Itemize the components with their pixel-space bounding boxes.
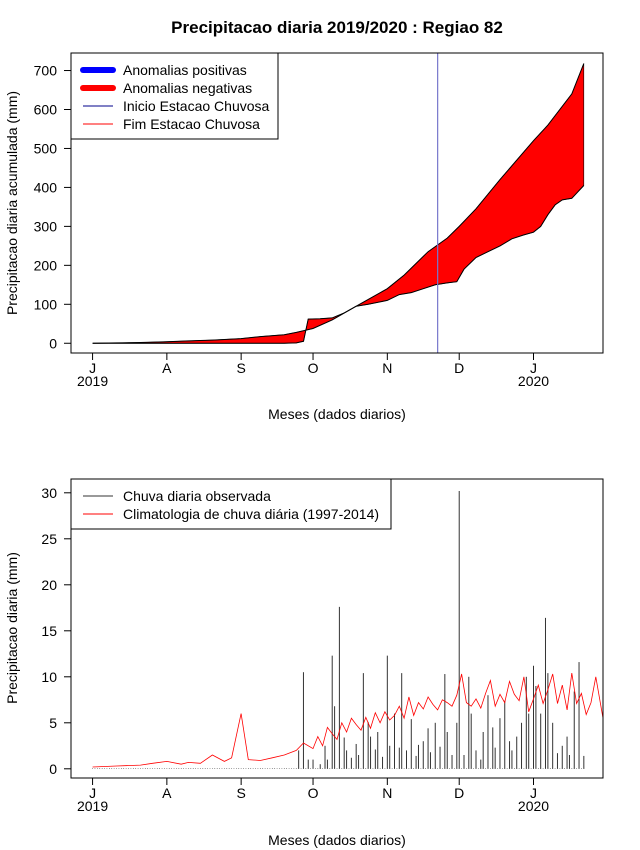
- legend-label-season-start: Inicio Estacao Chuvosa: [123, 98, 270, 114]
- x-tick-label: J: [530, 785, 537, 801]
- y-tick-label: 5: [49, 715, 57, 731]
- x-year-label: 2019: [77, 798, 108, 814]
- legend: Anomalias positivas Anomalias negativas …: [70, 52, 279, 140]
- y-axis-label: Precipitacao diaria (mm): [4, 552, 20, 704]
- x-tick-label: J: [530, 360, 537, 376]
- x-year-label: 2019: [77, 373, 108, 389]
- observed-daily-bars: [92, 490, 585, 769]
- x-year-label: 2020: [518, 373, 549, 389]
- legend-box: [70, 478, 392, 530]
- y-axis: 0 5 10 15 20 25 30: [41, 485, 72, 777]
- y-axis-label: Precipitacao diaria acumulada (mm): [4, 91, 20, 315]
- y-tick-label: 300: [34, 218, 58, 234]
- y-tick-label: 500: [34, 140, 58, 156]
- y-tick-label: 100: [34, 296, 58, 312]
- legend-label-climatology: Climatologia de chuva diária (1997-2014): [123, 506, 379, 522]
- legend-label-negative: Anomalias negativas: [123, 80, 252, 96]
- y-tick-label: 10: [41, 669, 57, 685]
- x-tick-label: J: [89, 360, 96, 376]
- x-tick-label: S: [236, 360, 245, 376]
- x-tick-label: O: [308, 785, 319, 801]
- x-tick-label: J: [89, 785, 96, 801]
- x-tick-label: S: [236, 785, 245, 801]
- observed-cumulative-line: [92, 185, 585, 344]
- y-tick-label: 30: [41, 485, 57, 501]
- legend-label-season-end: Fim Estacao Chuvosa: [123, 116, 260, 132]
- y-tick-label: 0: [49, 335, 57, 351]
- x-tick-label: N: [382, 360, 392, 376]
- x-year-label: 2020: [518, 798, 549, 814]
- y-tick-label: 15: [41, 623, 57, 639]
- y-tick-label: 700: [34, 63, 58, 79]
- y-tick-label: 0: [49, 761, 57, 777]
- x-tick-label: O: [308, 360, 319, 376]
- x-axis-label: Meses (dados diarios): [268, 406, 406, 422]
- x-tick-label: A: [162, 360, 172, 376]
- legend-label-positive: Anomalias positivas: [123, 62, 247, 78]
- y-tick-label: 200: [34, 257, 58, 273]
- chart-title: Precipitacao diaria 2019/2020 : Regiao 8…: [171, 18, 503, 37]
- y-tick-label: 25: [41, 531, 57, 547]
- y-tick-label: 600: [34, 101, 58, 117]
- climatology-daily-line: [92, 673, 604, 768]
- x-axis-label: Meses (dados diarios): [268, 832, 406, 848]
- x-tick-label: D: [454, 360, 464, 376]
- x-tick-label: D: [454, 785, 464, 801]
- legend-label-observed: Chuva diaria observada: [123, 488, 271, 504]
- legend: Chuva diaria observada Climatologia de c…: [70, 478, 392, 530]
- y-axis: 0 100 200 300 400 500 600 700: [34, 63, 72, 351]
- x-tick-label: A: [162, 785, 172, 801]
- x-tick-label: N: [382, 785, 392, 801]
- y-tick-label: 400: [34, 179, 58, 195]
- y-tick-label: 20: [41, 577, 57, 593]
